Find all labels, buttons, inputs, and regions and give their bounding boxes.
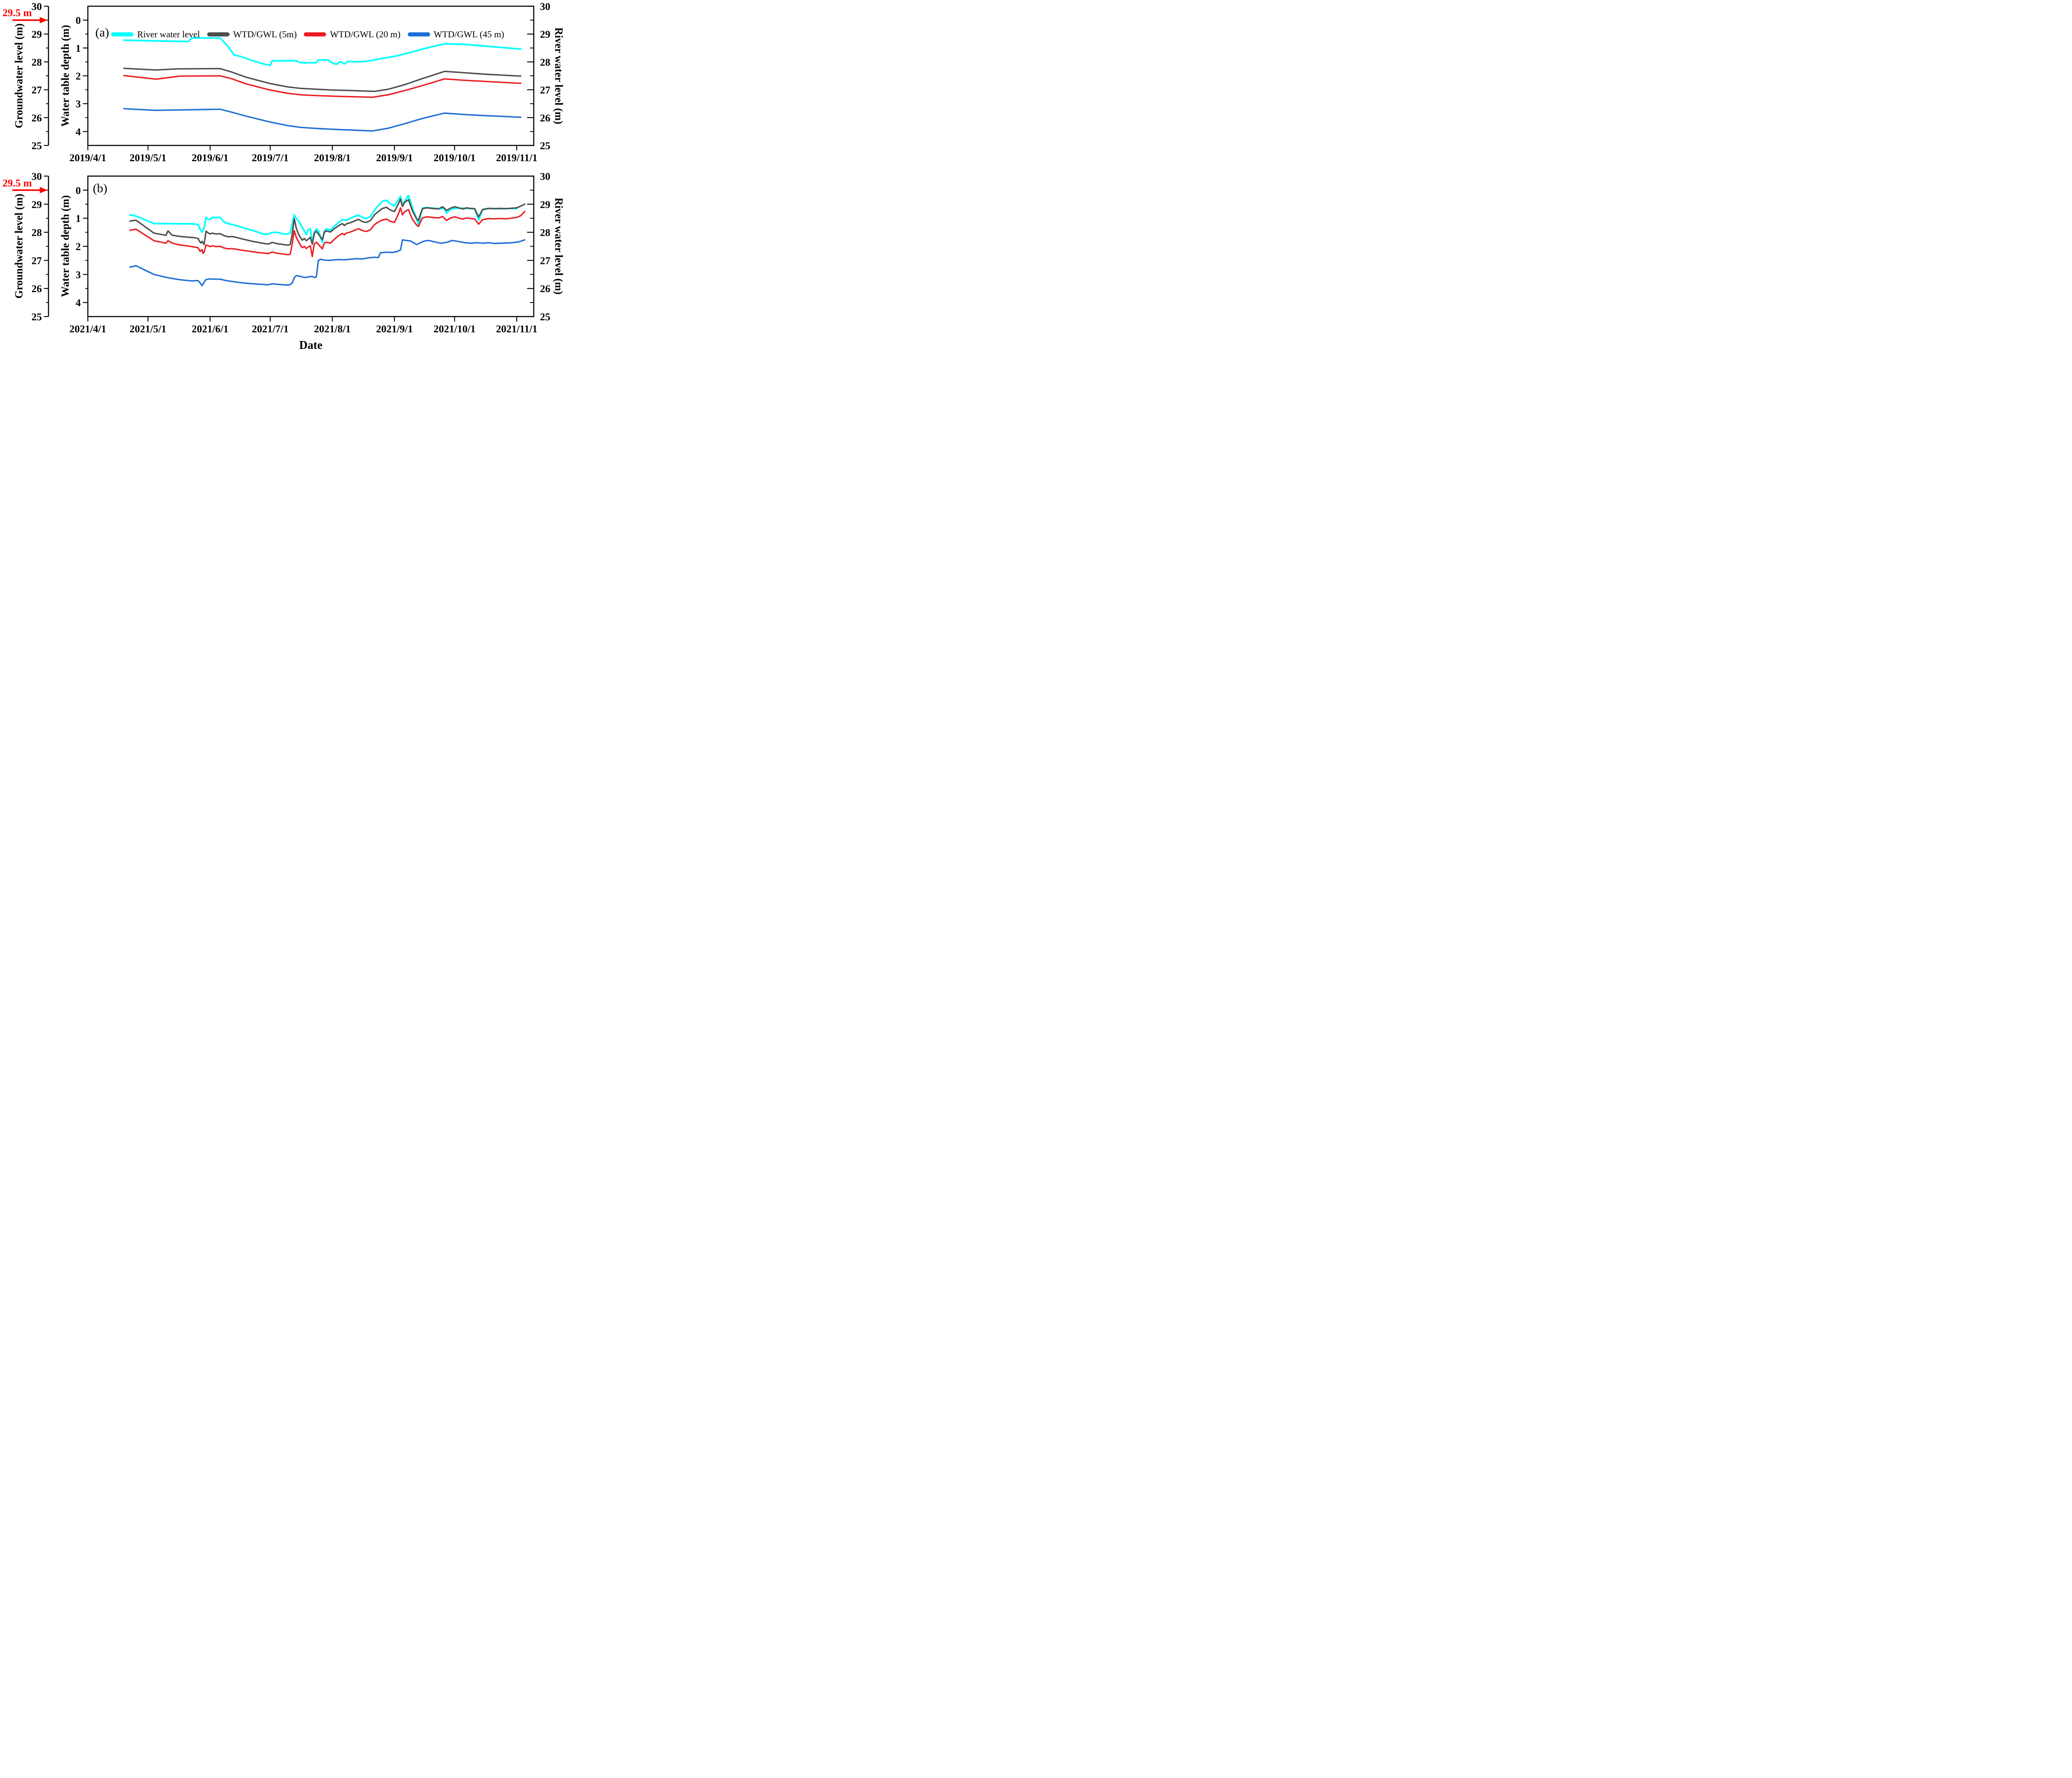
panel-label-b: (b) — [93, 181, 107, 195]
series-gwl45 — [129, 239, 525, 287]
y-right-tick-label: 29 — [540, 29, 550, 40]
legend: River water level WTD/GWL (5m) WTD/GWL (… — [111, 27, 504, 41]
groundwater-tick-label: 30 — [31, 171, 42, 182]
y-right-tick-label: 28 — [540, 227, 550, 239]
legend-item-gwl20: WTD/GWL (20 m) — [304, 29, 401, 40]
y-right-tick-label: 28 — [540, 57, 550, 68]
legend-item-gwl5: WTD/GWL (5m) — [207, 29, 297, 40]
series-gwl20 — [123, 75, 522, 98]
gwl5-line-swatch — [207, 32, 230, 36]
legend-item-river: River water level — [111, 29, 200, 40]
x-tick-label: 2021/5/1 — [130, 324, 167, 335]
y-left-tick-label: 4 — [76, 298, 81, 309]
axis-title-date: Date — [299, 339, 322, 352]
gwl20-line-swatch — [304, 32, 327, 36]
x-tick-label: 2021/11/1 — [496, 324, 537, 335]
groundwater-tick-label: 26 — [31, 283, 42, 295]
axis-title-wtd-b: Water table depth (m) — [59, 195, 71, 297]
axis-title-groundwater-a: Groundwater level (m) — [13, 23, 25, 128]
y-right-tick-label: 25 — [540, 312, 550, 323]
x-tick-label: 2019/5/1 — [130, 152, 167, 164]
y-left-tick-label: 1 — [76, 213, 81, 225]
y-right-tick-label: 30 — [540, 1, 550, 12]
x-tick-label: 2019/6/1 — [192, 152, 229, 164]
x-tick-label: 2021/6/1 — [192, 324, 229, 335]
x-tick-label: 2021/7/1 — [252, 324, 289, 335]
y-left-tick-label: 1 — [76, 43, 81, 54]
chart-canvas: 2019/4/1 2019/5/1 2019/6/1 2019/7/1 2019/8/1… — [12, 1, 550, 335]
y-left-tick-label: 2 — [76, 71, 81, 82]
x-tick-label: 2019/10/1 — [433, 152, 475, 164]
x-tick-label: 2021/9/1 — [376, 324, 413, 335]
panel-label-a: (a) — [95, 26, 109, 39]
axis-title-river-a: River water level (m) — [553, 27, 565, 124]
y-right-tick-label: 30 — [540, 171, 550, 182]
gwl45-line-swatch — [407, 32, 430, 36]
legend-label: WTD/GWL (20 m) — [330, 29, 401, 39]
axis-title-river-b: River water level (m) — [553, 198, 565, 295]
y-left-tick-label: 4 — [76, 126, 81, 138]
y-right-tick-label: 27 — [540, 255, 550, 266]
y-left-tick-label: 0 — [76, 15, 81, 27]
figure: 2019/4/1 2019/5/1 2019/6/1 2019/7/1 2019/8/1… — [0, 0, 566, 356]
legend-label: WTD/GWL (5m) — [233, 29, 297, 39]
y-left-tick-label: 0 — [76, 185, 81, 196]
groundwater-tick-label: 28 — [31, 57, 42, 68]
series-river — [123, 37, 522, 66]
x-tick-label: 2019/8/1 — [314, 152, 351, 164]
y-right-tick-label: 25 — [540, 140, 550, 152]
x-tick-label: 2021/4/1 — [70, 324, 107, 335]
y-left-tick-label: 3 — [76, 99, 81, 110]
series-gwl5 — [129, 198, 525, 246]
surface-elevation-arrowhead — [40, 17, 48, 24]
axis-title-wtd-a: Water table depth (m) — [59, 25, 71, 127]
x-tick-label: 2021/8/1 — [314, 324, 351, 335]
river-line-swatch — [111, 32, 133, 36]
x-tick-label: 2019/4/1 — [70, 152, 107, 164]
panel-a: 2019/4/1 2019/5/1 2019/6/1 2019/7/1 2019/8/1… — [12, 1, 550, 164]
groundwater-tick-label: 27 — [31, 85, 42, 96]
legend-item-gwl45: WTD/GWL (45 m) — [407, 29, 504, 40]
x-tick-label: 2021/10/1 — [433, 324, 475, 335]
groundwater-tick-label: 28 — [31, 227, 42, 239]
panel-b: 2021/4/1 2021/5/1 2021/6/1 2021/7/1 2021/8/1… — [12, 171, 550, 335]
x-tick-label: 2019/9/1 — [376, 152, 413, 164]
groundwater-tick-label: 25 — [31, 140, 42, 152]
groundwater-tick-label: 30 — [31, 1, 42, 12]
series-gwl5 — [123, 68, 522, 92]
legend-label: WTD/GWL (45 m) — [433, 29, 504, 39]
y-left-tick-label: 3 — [76, 269, 81, 281]
groundwater-tick-label: 29 — [31, 29, 42, 40]
groundwater-tick-label: 26 — [31, 113, 42, 124]
series-gwl45 — [123, 108, 522, 132]
surface-elevation-arrowhead — [40, 187, 48, 194]
y-right-tick-label: 26 — [540, 113, 550, 124]
surface-elevation-annotation-b: 29.5 m — [2, 178, 32, 189]
surface-elevation-annotation-a: 29.5 m — [2, 7, 32, 19]
y-right-tick-label: 27 — [540, 85, 550, 96]
groundwater-tick-label: 29 — [31, 199, 42, 210]
x-tick-label: 2019/11/1 — [496, 152, 537, 164]
y-right-tick-label: 26 — [540, 283, 550, 295]
y-left-tick-label: 2 — [76, 242, 81, 253]
axis-title-groundwater-b: Groundwater level (m) — [13, 194, 25, 299]
legend-label: River water level — [137, 29, 200, 39]
y-right-tick-label: 29 — [540, 199, 550, 210]
groundwater-tick-label: 25 — [31, 312, 42, 323]
series-gwl20 — [129, 207, 525, 257]
groundwater-tick-label: 27 — [31, 255, 42, 266]
x-tick-label: 2019/7/1 — [252, 152, 289, 164]
